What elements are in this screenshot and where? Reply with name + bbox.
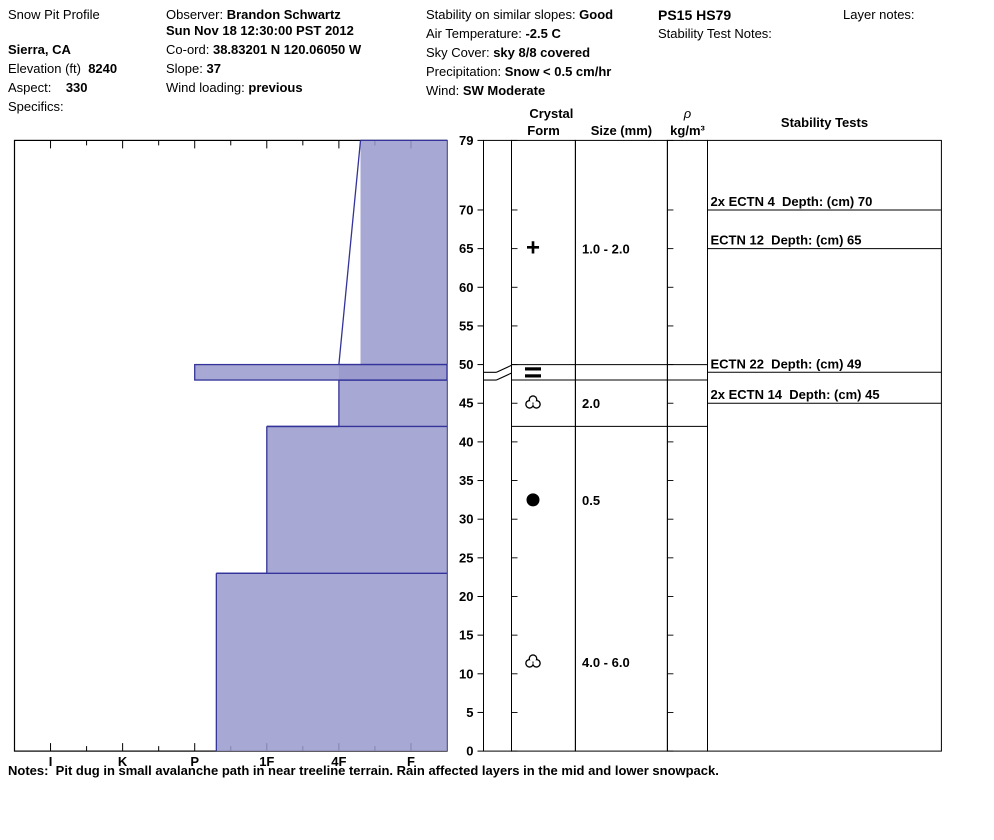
svg-text:15: 15: [459, 628, 473, 643]
svg-text:2x ECTN 4 Depth: (cm) 70: 2x ECTN 4 Depth: (cm) 70: [711, 194, 873, 209]
svg-text:70: 70: [459, 202, 473, 217]
svg-text:1F: 1F: [259, 754, 274, 769]
svg-text:kg/m³: kg/m³: [670, 123, 705, 138]
svg-text:Size (mm): Size (mm): [591, 123, 652, 138]
svg-text:2x ECTN 14 Depth: (cm) 45: 2x ECTN 14 Depth: (cm) 45: [711, 387, 880, 402]
svg-text:35: 35: [459, 473, 473, 488]
svg-text:K: K: [118, 754, 128, 769]
svg-text:45: 45: [459, 396, 473, 411]
svg-text:30: 30: [459, 512, 473, 527]
svg-text:ECTN 12 Depth: (cm) 65: ECTN 12 Depth: (cm) 65: [711, 233, 862, 248]
svg-text:50: 50: [459, 357, 473, 372]
svg-text:4F: 4F: [331, 754, 346, 769]
svg-text:Form: Form: [527, 123, 560, 138]
svg-text:ECTN 22 Depth: (cm) 49: ECTN 22 Depth: (cm) 49: [711, 356, 862, 371]
svg-text:ρ: ρ: [683, 106, 692, 121]
svg-text:Stability Tests: Stability Tests: [781, 115, 868, 130]
svg-text:65: 65: [459, 241, 473, 256]
svg-text:25: 25: [459, 550, 473, 565]
svg-text:40: 40: [459, 434, 473, 449]
svg-text:0.5: 0.5: [582, 493, 600, 508]
svg-text:60: 60: [459, 280, 473, 295]
svg-text:2.0: 2.0: [582, 396, 600, 411]
svg-text:0: 0: [466, 744, 473, 759]
svg-text:+: +: [526, 235, 540, 262]
svg-text:4.0 - 6.0: 4.0 - 6.0: [582, 655, 630, 670]
svg-text:20: 20: [459, 589, 473, 604]
svg-text:10: 10: [459, 666, 473, 681]
svg-text:5: 5: [466, 705, 473, 720]
svg-text:F: F: [407, 754, 415, 769]
svg-text:1.0 - 2.0: 1.0 - 2.0: [582, 242, 630, 257]
svg-text:Crystal: Crystal: [529, 106, 573, 121]
svg-text:55: 55: [459, 318, 473, 333]
svg-text:79: 79: [459, 133, 473, 148]
svg-text:P: P: [190, 754, 199, 769]
svg-text:I: I: [49, 754, 53, 769]
